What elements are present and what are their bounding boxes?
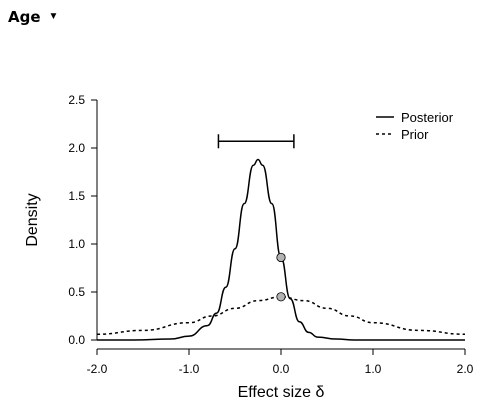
legend-prior-label: Prior <box>401 127 429 142</box>
series-posterior-line <box>97 158 465 341</box>
x-tick-label: -1.0 <box>179 362 200 376</box>
x-axis-label: Effect size δ <box>238 384 325 401</box>
y-tick-label: 1.5 <box>68 189 85 203</box>
x-tick-label: 2.0 <box>457 362 474 376</box>
y-tick-label: 0.0 <box>68 333 85 347</box>
y-tick-label: 2.5 <box>68 93 85 107</box>
y-tick-label: 0.5 <box>68 285 85 299</box>
y-tick-label: 1.0 <box>68 237 85 251</box>
x-tick-label: 1.0 <box>365 362 382 376</box>
point-prior-at-zero <box>276 292 286 302</box>
series-prior-line <box>96 296 466 335</box>
triangle-down-icon[interactable]: ▼ <box>48 11 59 22</box>
y-tick-label: 2.0 <box>68 141 85 155</box>
x-tick-label: 0.0 <box>273 362 290 376</box>
y-axis-label: Density <box>24 193 41 246</box>
analysis-header: Age ▼ <box>8 8 58 26</box>
x-tick-label: -2.0 <box>87 362 108 376</box>
legend-posterior-label: Posterior <box>401 110 454 125</box>
point-posterior-at-zero <box>276 252 286 263</box>
analysis-title: Age <box>8 8 41 26</box>
